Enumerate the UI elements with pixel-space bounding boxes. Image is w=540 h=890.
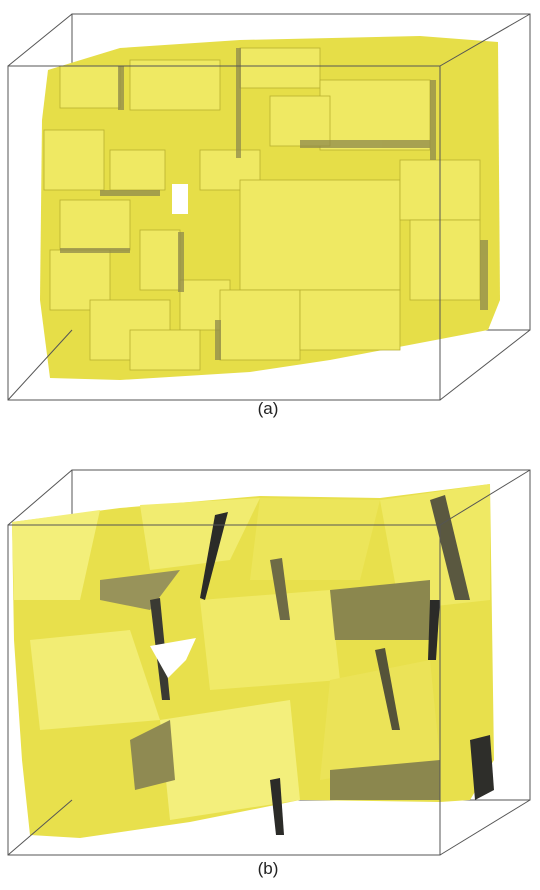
panel-b-render	[8, 470, 530, 855]
hole	[172, 184, 188, 214]
shape	[240, 48, 320, 88]
shape	[300, 140, 430, 148]
shape	[200, 590, 340, 690]
shape	[130, 60, 220, 110]
shape	[110, 150, 165, 190]
shape	[270, 96, 330, 146]
box-edge	[440, 330, 530, 400]
shape	[140, 230, 180, 290]
shape	[44, 130, 104, 190]
shape	[178, 232, 184, 292]
caption: (a)	[258, 399, 279, 418]
shape	[215, 320, 221, 360]
shape	[118, 66, 124, 110]
shape	[236, 48, 241, 158]
shape	[410, 220, 480, 300]
page: {"panels": [{"caption": "(a)"}, {"captio…	[0, 0, 540, 890]
box-edge	[440, 800, 530, 855]
shape	[130, 330, 200, 370]
panel-a-render	[8, 14, 530, 400]
figure: (a)	[0, 0, 540, 890]
shape	[220, 290, 300, 360]
shape	[100, 190, 160, 196]
shape	[60, 248, 130, 253]
shape	[330, 580, 430, 640]
shape	[60, 200, 130, 250]
caption: (b)	[258, 859, 279, 878]
shape	[430, 80, 436, 160]
shape	[300, 290, 400, 350]
box-edge	[8, 14, 72, 66]
shape	[250, 498, 380, 580]
shape	[60, 66, 120, 108]
shape	[320, 80, 430, 150]
shape	[480, 240, 488, 310]
shape	[240, 180, 400, 290]
